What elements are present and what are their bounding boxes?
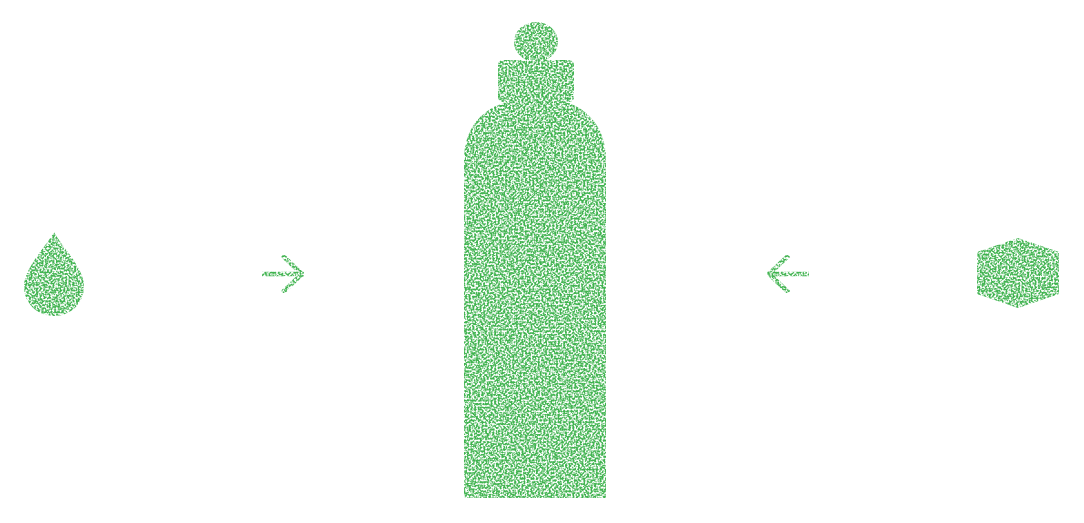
arrow-right-icon	[261, 253, 306, 295]
hexagon-block-icon	[975, 236, 1061, 310]
water-drop-icon	[22, 230, 86, 318]
arrow-left-icon	[765, 253, 810, 295]
bottle-icon	[462, 20, 610, 502]
